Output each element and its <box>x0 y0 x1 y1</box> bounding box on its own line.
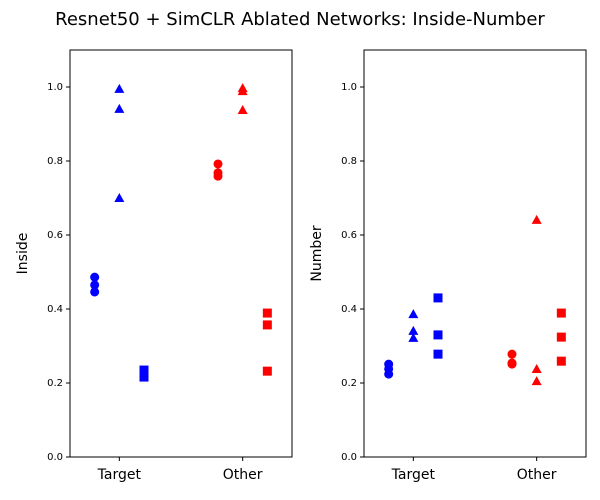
y-axis-label: Number <box>309 225 325 281</box>
point <box>531 214 542 224</box>
plot-frame <box>69 49 293 458</box>
point <box>213 159 223 169</box>
point <box>433 293 443 303</box>
y-tick-label: 0.0 <box>47 452 63 463</box>
x-tick-label: Target <box>391 467 436 483</box>
point <box>507 359 517 369</box>
x-tick-label: Other <box>223 467 263 483</box>
y-tick-label: 0.4 <box>341 304 357 315</box>
y-tick-label: 0.2 <box>341 378 357 389</box>
y-tick-label: 0.8 <box>47 156 63 167</box>
point <box>556 332 566 342</box>
point <box>408 325 419 335</box>
point <box>139 372 149 382</box>
point <box>531 363 542 373</box>
point <box>556 308 566 318</box>
x-tick-label: Other <box>517 467 557 483</box>
y-tick-label: 1.0 <box>341 82 357 93</box>
y-tick-label: 0.4 <box>47 304 63 315</box>
point <box>90 280 100 290</box>
point <box>114 103 125 113</box>
point <box>237 104 248 114</box>
point <box>433 330 443 340</box>
point <box>90 287 100 297</box>
y-tick-label: 0.6 <box>47 230 63 241</box>
figure-title: Resnet50 + SimCLR Ablated Networks: Insi… <box>55 9 545 30</box>
plot-frame <box>363 49 587 458</box>
y-tick-label: 0.0 <box>341 452 357 463</box>
point <box>433 349 443 359</box>
point <box>408 332 419 342</box>
point <box>408 309 419 319</box>
y-axis-label: Inside <box>15 233 31 275</box>
point <box>114 83 125 93</box>
point <box>384 369 394 379</box>
point <box>556 356 566 366</box>
y-tick-label: 0.8 <box>341 156 357 167</box>
y-tick-label: 0.2 <box>47 378 63 389</box>
point <box>262 308 272 318</box>
x-tick-label: Target <box>97 467 142 483</box>
point <box>262 366 272 376</box>
point <box>90 272 100 282</box>
y-tick-label: 0.6 <box>341 230 357 241</box>
point <box>213 171 223 181</box>
point <box>262 320 272 330</box>
point <box>507 349 517 359</box>
point <box>114 193 125 202</box>
point <box>237 86 248 96</box>
y-tick-label: 1.0 <box>47 82 63 93</box>
point <box>531 376 542 386</box>
